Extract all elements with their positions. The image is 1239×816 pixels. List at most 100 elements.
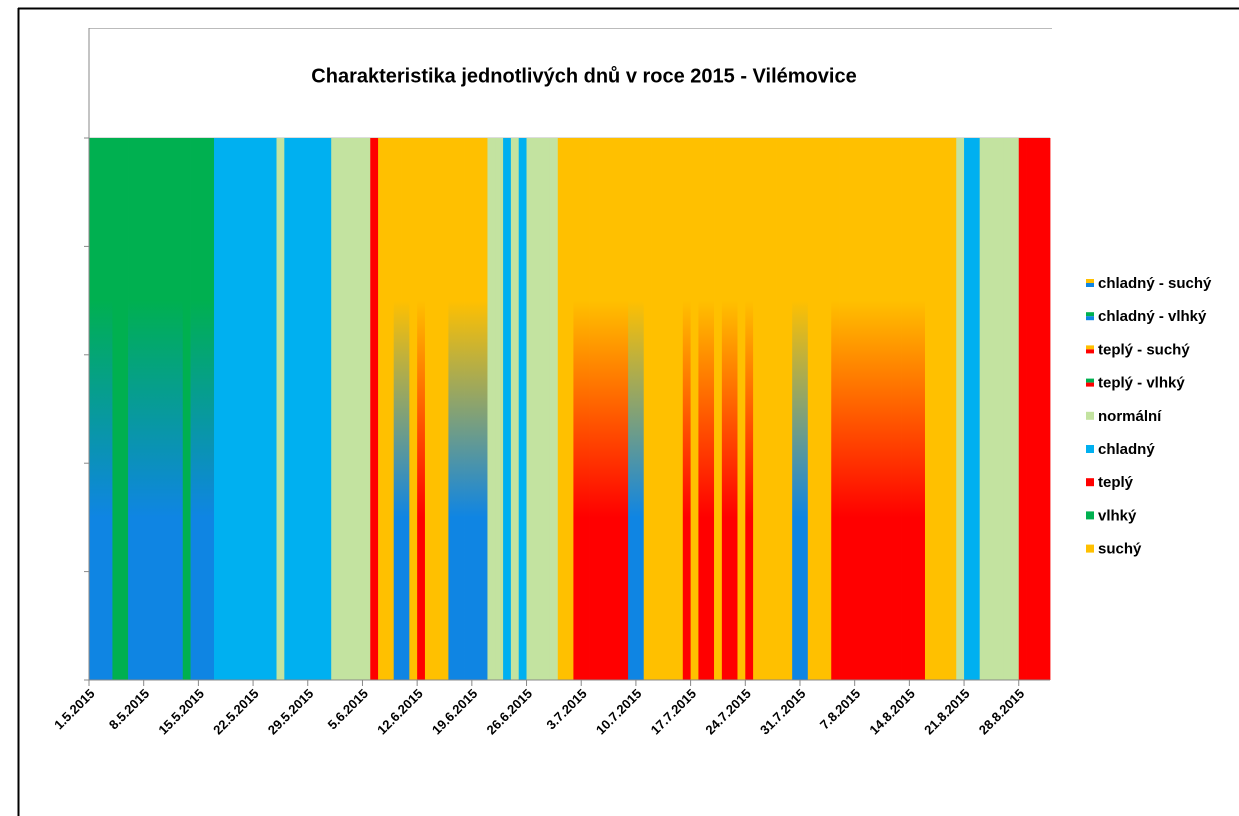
legend-label: vlhký — [1098, 507, 1137, 524]
legend-swatch — [1086, 312, 1094, 317]
day-bar — [518, 138, 527, 680]
day-bar — [510, 138, 520, 680]
day-bar — [89, 138, 98, 680]
legend-swatch — [1086, 378, 1094, 383]
legend-swatch — [1086, 445, 1094, 453]
day-bar — [151, 138, 160, 680]
day-bar — [674, 138, 684, 680]
day-bar — [167, 138, 176, 680]
day-bar — [424, 138, 434, 680]
legend-swatch — [1086, 345, 1094, 350]
day-bar — [659, 138, 668, 680]
legend-label: chladný - suchý — [1098, 275, 1212, 292]
day-bar — [237, 138, 246, 680]
legend-swatch — [1086, 283, 1094, 287]
day-bar — [557, 138, 566, 680]
day-bar — [362, 138, 371, 680]
day-bar — [745, 138, 754, 680]
day-bar — [948, 138, 957, 680]
day-bar — [909, 138, 918, 680]
legend-item: chladný — [1086, 441, 1155, 458]
day-bar — [464, 138, 473, 680]
day-bar — [495, 138, 504, 680]
day-bar — [479, 138, 488, 680]
day-bar — [331, 138, 340, 680]
day-bar — [174, 138, 184, 680]
day-bar — [307, 138, 316, 680]
day-bar — [315, 138, 324, 680]
day-bar — [729, 138, 738, 680]
day-bar — [964, 138, 973, 680]
legend-item: chladný - suchý — [1086, 275, 1212, 292]
day-bar — [596, 138, 606, 680]
legend-swatch — [1086, 279, 1094, 283]
legend-item: teplý — [1086, 474, 1134, 491]
legend-item: normální — [1086, 408, 1162, 425]
chart-title: Charakteristika jednotlivých dnů v roce … — [311, 65, 856, 87]
day-bar — [690, 138, 699, 680]
day-bar — [1018, 138, 1027, 680]
day-bar — [221, 138, 231, 680]
day-bar — [862, 138, 871, 680]
day-bar — [885, 138, 895, 680]
legend-swatch — [1086, 411, 1094, 420]
day-bar — [346, 138, 356, 680]
day-bar — [870, 138, 879, 680]
day-bar — [737, 138, 746, 680]
legend-item: suchý — [1086, 541, 1142, 558]
day-bar — [604, 138, 613, 680]
day-bar — [417, 138, 426, 680]
day-bar — [651, 138, 660, 680]
day-bar — [698, 138, 707, 680]
day-bar — [815, 138, 824, 680]
day-bar — [901, 138, 910, 680]
day-bar — [714, 138, 723, 680]
legend-swatch — [1086, 382, 1094, 387]
day-bar — [565, 138, 574, 680]
day-bar — [784, 138, 793, 680]
day-bar — [135, 138, 145, 680]
day-bar — [245, 138, 254, 680]
day-bar — [128, 138, 137, 680]
day-bar — [534, 138, 543, 680]
day-bar — [667, 138, 676, 680]
day-bar — [198, 138, 207, 680]
day-bar — [323, 138, 332, 680]
legend-item: teplý - suchý — [1086, 341, 1190, 358]
day-bar — [643, 138, 652, 680]
day-bar — [706, 138, 715, 680]
day-bar — [831, 138, 840, 680]
day-bar — [143, 138, 152, 680]
legend-item: chladný - vlhký — [1086, 308, 1207, 325]
day-bar — [581, 138, 590, 680]
day-bar — [1026, 138, 1035, 680]
day-bar — [104, 138, 113, 680]
day-bar — [792, 138, 801, 680]
legend-swatch — [1086, 349, 1094, 354]
day-bar — [96, 138, 106, 680]
day-bar — [971, 138, 981, 680]
day-bar — [214, 138, 223, 680]
legend-label: suchý — [1098, 541, 1142, 558]
day-bar — [799, 138, 809, 680]
day-bar — [268, 138, 277, 680]
legend-label: normální — [1098, 408, 1162, 425]
day-bar — [1034, 138, 1043, 680]
day-bar — [839, 138, 848, 680]
day-bar — [878, 138, 887, 680]
day-bar — [932, 138, 942, 680]
day-bar — [924, 138, 934, 680]
day-bar — [284, 138, 293, 680]
day-bar — [354, 138, 363, 680]
day-bar — [1010, 138, 1020, 680]
day-bar — [370, 138, 379, 680]
day-bar — [940, 138, 949, 680]
legend-label: teplý — [1098, 474, 1134, 491]
day-bar — [299, 138, 309, 680]
day-bar — [292, 138, 301, 680]
legend-item: vlhký — [1086, 507, 1137, 524]
day-bar — [768, 138, 777, 680]
day-bar — [253, 138, 262, 680]
day-bar — [635, 138, 645, 680]
